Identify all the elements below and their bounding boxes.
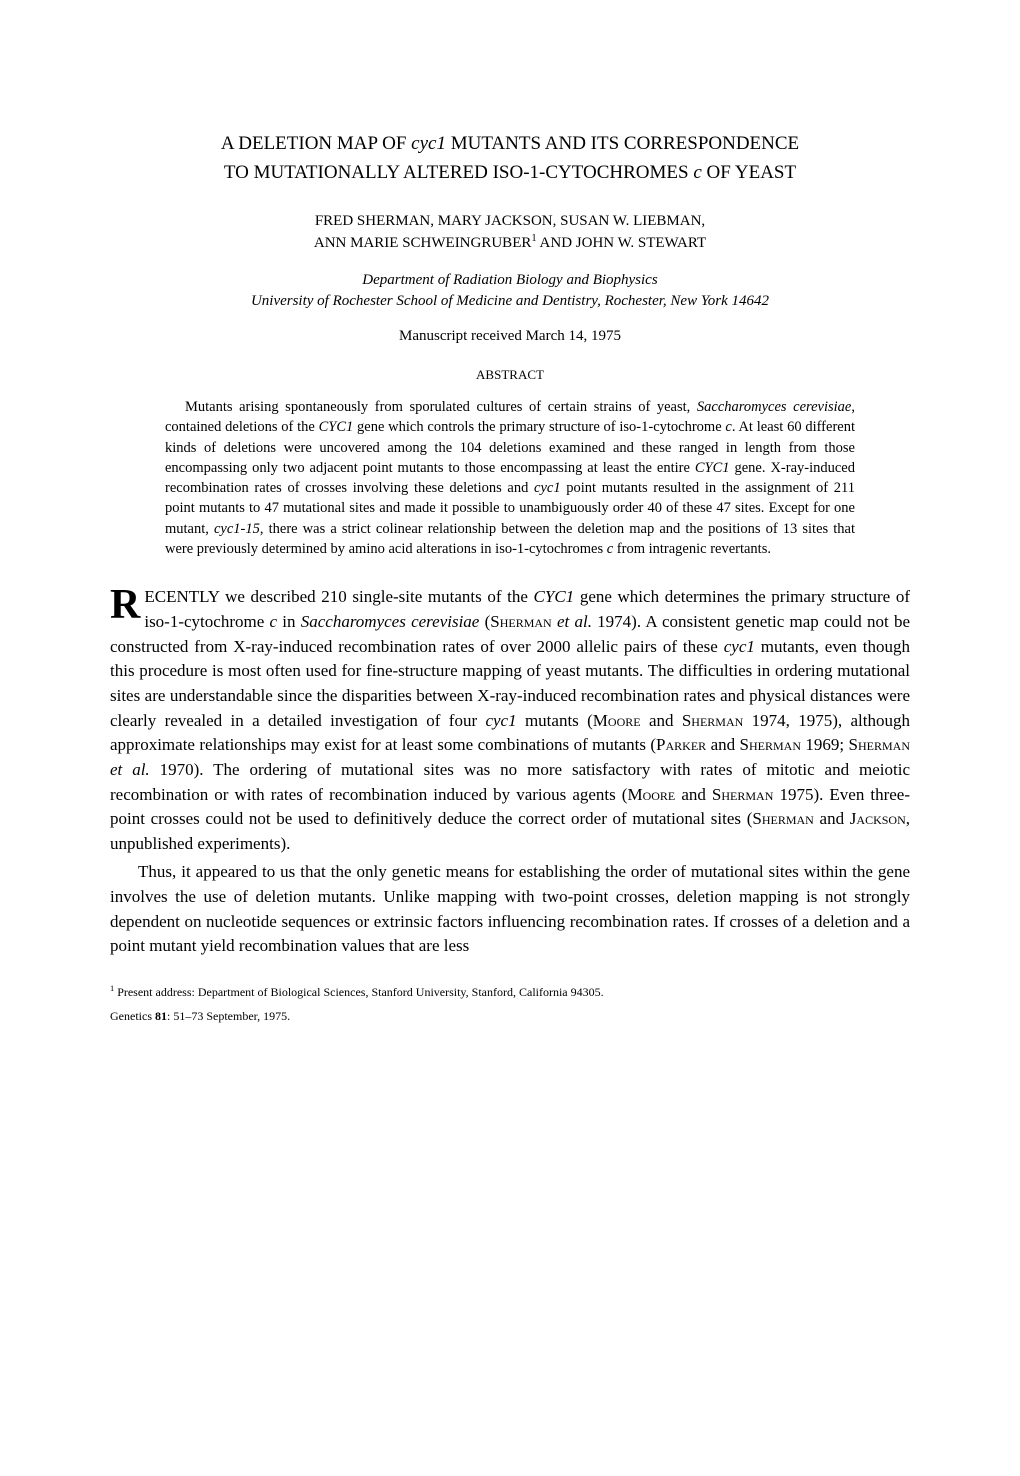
affiliation-line1: Department of Radiation Biology and Biop…	[362, 272, 657, 288]
footnote: 1 Present address: Department of Biologi…	[110, 983, 910, 1001]
title-line1-c: MUTANTS AND ITS CORRESPONDENCE	[446, 133, 799, 154]
authors: FRED SHERMAN, MARY JACKSON, SUSAN W. LIE…	[110, 211, 910, 254]
abstract-heading: ABSTRACT	[110, 367, 910, 383]
citation: Genetics 81: 51–73 September, 1975.	[110, 1009, 910, 1024]
body-paragraph-1: RECENTLY we described 210 single-site mu…	[110, 585, 910, 856]
footnote-text: Present address: Department of Biologica…	[114, 985, 603, 999]
authors-line2-pre: ANN MARIE SCHWEINGRUBER	[314, 235, 532, 251]
affiliation: Department of Radiation Biology and Biop…	[110, 270, 910, 312]
manuscript-received: Manuscript received March 14, 1975	[110, 328, 910, 345]
authors-and: AND	[537, 235, 576, 251]
title-line1-italic: cyc1	[411, 133, 446, 154]
authors-line1: FRED SHERMAN, MARY JACKSON, SUSAN W. LIE…	[315, 213, 705, 229]
affiliation-line2: University of Rochester School of Medici…	[251, 293, 769, 309]
title-line2-italic: c	[693, 162, 701, 183]
title-line2-c: OF YEAST	[702, 162, 796, 183]
abstract-body: Mutants arising spontaneously from sporu…	[165, 397, 855, 559]
title-line1-a: A DELETION MAP OF	[221, 133, 411, 154]
paper-title: A DELETION MAP OF cyc1 MUTANTS AND ITS C…	[110, 130, 910, 187]
body-paragraph-2: Thus, it appeared to us that the only ge…	[110, 860, 910, 959]
title-line2-a: TO MUTATIONALLY ALTERED ISO-1-CYTOCHROME…	[224, 162, 693, 183]
authors-line2-post: JOHN W. STEWART	[576, 235, 706, 251]
dropcap: R	[110, 585, 144, 624]
